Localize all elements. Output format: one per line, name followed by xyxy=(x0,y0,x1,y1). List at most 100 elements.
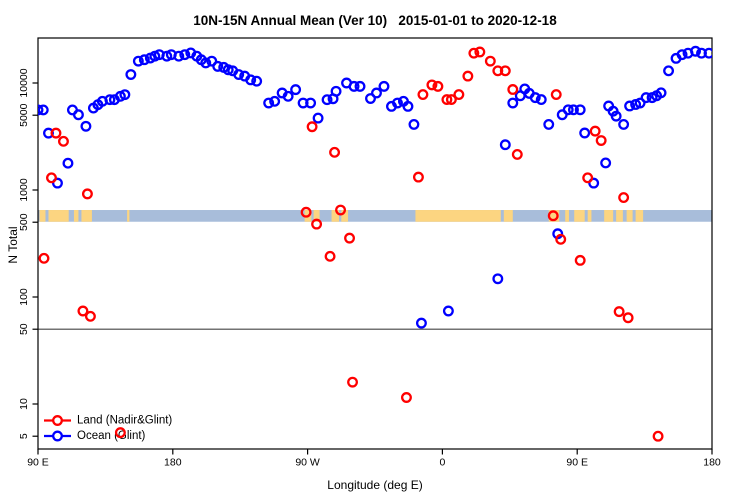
ocean-data-point xyxy=(371,87,382,99)
ocean-data-point xyxy=(269,95,281,107)
land-band-segment xyxy=(341,210,349,222)
ocean-data-point xyxy=(119,89,131,101)
land-data-point xyxy=(50,127,62,139)
ocean-data-point xyxy=(233,69,245,80)
ocean-data-point xyxy=(676,49,688,61)
land-band-segment xyxy=(331,210,340,222)
land-band-segment xyxy=(574,210,585,222)
land-data-point xyxy=(344,232,355,244)
ocean-data-point xyxy=(132,55,144,67)
y-tick-label: 10000 xyxy=(18,68,30,97)
ocean-data-point xyxy=(640,92,652,104)
y-tick-label: 10 xyxy=(18,398,30,410)
legend-land-marker-icon xyxy=(52,415,63,426)
land-data-point xyxy=(84,310,96,322)
ocean-data-point xyxy=(442,305,454,317)
x-tick-label: 90 W xyxy=(295,457,320,469)
land-data-point xyxy=(555,233,567,245)
y-tick-label: 100 xyxy=(18,288,30,306)
ocean-data-point xyxy=(80,120,92,132)
plot-border xyxy=(37,37,713,450)
legend-land-label: Land (Nadir&Glint) xyxy=(77,415,172,427)
land-data-point xyxy=(426,79,438,91)
ocean-data-point xyxy=(492,273,504,285)
land-data-point xyxy=(468,47,480,59)
ocean-data-point xyxy=(321,94,333,106)
land-data-point xyxy=(499,65,511,77)
ocean-data-point xyxy=(38,104,44,116)
land-data-point xyxy=(58,135,69,147)
land-data-point xyxy=(311,218,323,230)
land-ocean-map-band xyxy=(38,210,712,222)
ocean-data-point xyxy=(610,110,622,122)
ocean-data-point xyxy=(173,50,185,62)
ocean-data-point xyxy=(206,55,218,67)
ocean-data-point xyxy=(588,177,600,189)
y-axis-ticks: 5 10 50 100 500 1000 5000 10000 xyxy=(18,68,38,439)
y-tick-label: 5000 xyxy=(18,103,30,127)
land-band-segment xyxy=(635,210,644,222)
land-band-segment xyxy=(616,210,623,222)
ocean-data-point xyxy=(52,177,63,189)
land-data-point xyxy=(417,89,429,100)
ocean-band-segment xyxy=(38,210,712,222)
legend-ocean-label: Ocean (Glint) xyxy=(77,430,146,442)
ocean-data-point xyxy=(543,118,555,130)
ocean-data-point xyxy=(251,75,263,87)
land-band-segment xyxy=(604,210,614,222)
y-tick-label: 5 xyxy=(18,433,30,439)
ocean-data-point xyxy=(634,97,646,109)
ocean-data-point xyxy=(618,118,630,130)
ocean-data-point xyxy=(179,49,191,61)
ocean-data-point xyxy=(62,157,74,169)
land-data-point xyxy=(445,94,457,106)
land-data-point xyxy=(550,89,562,100)
land-data-point xyxy=(484,55,496,67)
land-data-point xyxy=(547,210,559,222)
ocean-data-point xyxy=(690,45,701,57)
ocean-data-point xyxy=(529,92,541,104)
land-data-point xyxy=(511,148,523,160)
ocean-data-point xyxy=(663,65,675,77)
legend: Land (Nadir&Glint) Ocean (Glint) xyxy=(44,415,172,442)
ocean-data-point xyxy=(72,109,84,121)
land-band-segment xyxy=(503,210,513,222)
ocean-data-point xyxy=(574,104,586,116)
ocean-data-point xyxy=(703,47,712,59)
ocean-data-point xyxy=(562,104,574,116)
ocean-points xyxy=(38,45,712,329)
land-band-segment xyxy=(548,210,560,222)
land-data-point xyxy=(38,252,50,264)
land-data-point xyxy=(300,206,312,218)
x-tick-label: 180 xyxy=(703,457,721,469)
ocean-data-point xyxy=(312,112,324,124)
land-data-point xyxy=(412,171,424,183)
x-axis-ticks: 90 E 180 90 W 0 90 E 180 xyxy=(27,449,721,469)
land-data-point xyxy=(507,84,519,95)
ocean-data-point xyxy=(579,127,591,139)
x-tick-label: 90 E xyxy=(566,457,588,469)
y-axis-label: N Total xyxy=(6,226,20,264)
ocean-data-point xyxy=(365,93,376,104)
ocean-data-point xyxy=(499,139,511,151)
land-data-point xyxy=(574,254,586,266)
land-data-point xyxy=(77,305,89,317)
land-data-point xyxy=(335,204,347,216)
ocean-data-point xyxy=(507,97,519,109)
land-data-point xyxy=(324,250,336,262)
land-data-point xyxy=(613,306,625,318)
ocean-data-point xyxy=(624,100,636,112)
land-data-point xyxy=(401,392,412,403)
land-band-segment xyxy=(415,210,501,222)
land-data-point xyxy=(306,121,318,133)
land-band-segment xyxy=(626,210,633,222)
ocean-data-point xyxy=(348,80,360,92)
land-band-segment xyxy=(313,210,320,222)
ocean-data-point xyxy=(282,90,294,102)
land-data-point xyxy=(347,376,358,388)
ocean-data-point xyxy=(290,84,302,96)
land-points xyxy=(38,46,664,442)
land-data-point xyxy=(114,427,126,439)
